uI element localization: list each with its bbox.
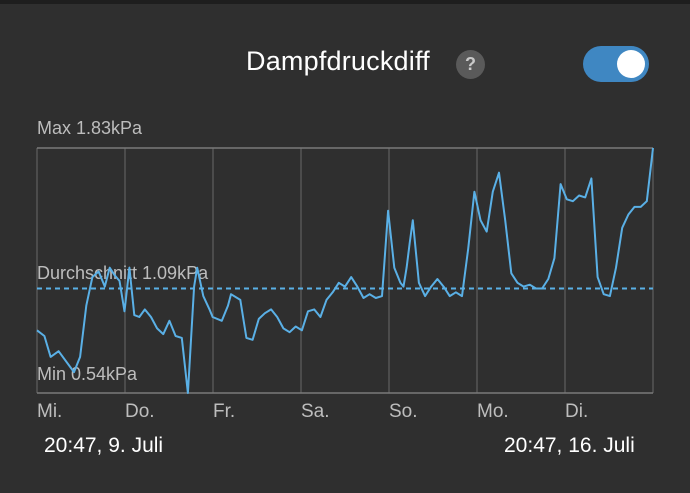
- x-axis-day-labels: Mi. Do. Fr. Sa. So. Mo. Di.: [37, 401, 588, 422]
- vpd-series-line: [36, 147, 654, 394]
- x-tick-label: So.: [389, 401, 418, 422]
- x-tick-label: Mi.: [37, 401, 62, 422]
- chart-title: Dampfdruckdiff: [246, 46, 430, 76]
- avg-label: Durchschnitt 1.09kPa: [37, 263, 209, 283]
- toggle-knob: [617, 50, 645, 78]
- max-label: Max 1.83kPa: [37, 118, 143, 138]
- window-top-edge: [0, 0, 690, 4]
- help-icon[interactable]: ?: [456, 50, 485, 79]
- x-tick-label: Do.: [125, 401, 155, 422]
- min-label: Min 0.54kPa: [37, 364, 138, 384]
- range-start-date: 20:47, 9. Juli: [44, 434, 164, 457]
- x-tick-label: Mo.: [477, 401, 509, 422]
- x-tick-label: Sa.: [301, 401, 330, 422]
- x-tick-label: Di.: [565, 401, 588, 422]
- day-gridlines: [36, 148, 654, 393]
- x-tick-label: Fr.: [213, 401, 235, 422]
- chart-visibility-toggle[interactable]: [583, 46, 649, 82]
- range-end-date: 20:47, 16. Juli: [504, 434, 635, 457]
